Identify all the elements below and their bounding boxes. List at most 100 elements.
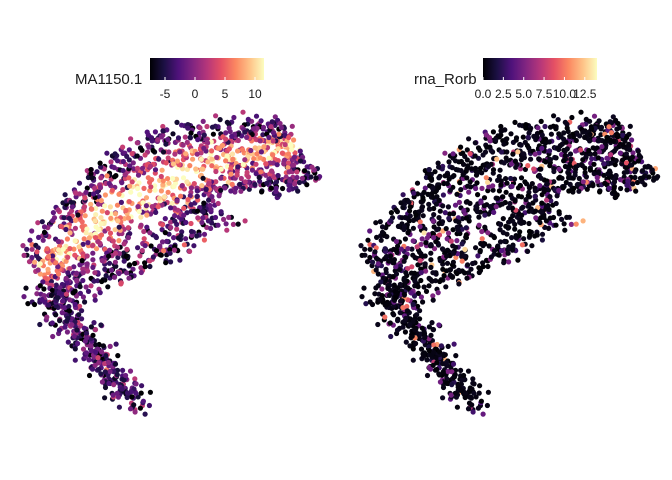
cell-point [457, 386, 463, 392]
cell-point [424, 235, 430, 241]
cell-point [256, 174, 262, 181]
cell-point [72, 346, 78, 352]
cell-point [449, 274, 456, 280]
cell-point [81, 236, 87, 242]
cell-point [167, 250, 173, 256]
cell-point [414, 244, 420, 250]
cell-point [452, 202, 459, 208]
cell-point [123, 207, 129, 214]
cell-point [55, 207, 61, 213]
cell-point [44, 246, 50, 252]
cell-point [88, 171, 94, 177]
cell-point [436, 215, 442, 221]
cell-point [420, 213, 426, 219]
cell-point [375, 271, 381, 277]
cell-point [201, 200, 207, 206]
cell-point [400, 192, 406, 198]
cell-point [71, 333, 77, 339]
cell-point [27, 237, 33, 243]
cell-point [257, 155, 263, 161]
cell-point [377, 296, 383, 303]
cell-point [465, 262, 471, 268]
cell-point [75, 340, 81, 347]
cell-point [403, 270, 409, 276]
cell-point [551, 113, 557, 119]
cell-point [516, 233, 522, 239]
cell-point [460, 172, 466, 178]
cell-point [111, 274, 118, 280]
cell-point [152, 167, 159, 173]
cell-point [462, 394, 468, 401]
cell-point [498, 178, 504, 184]
cell-point [142, 411, 148, 417]
cell-point [105, 284, 111, 290]
cell-point [613, 158, 619, 164]
cell-point [510, 218, 516, 224]
cell-point [193, 166, 199, 172]
cell-point [56, 327, 63, 333]
cell-point [269, 119, 275, 125]
cell-point [213, 168, 219, 175]
cell-point [150, 147, 156, 154]
cell-point [210, 131, 216, 137]
cell-point [274, 162, 280, 168]
cell-point [123, 253, 129, 259]
colorbar-rna-rorb [483, 58, 597, 80]
cell-point [89, 175, 95, 181]
cell-point [436, 322, 442, 328]
cell-point [76, 312, 82, 318]
cell-point [142, 152, 148, 158]
cell-point [129, 151, 135, 157]
cell-point [146, 402, 152, 409]
cell-point [147, 389, 153, 395]
cell-point [378, 279, 384, 285]
cell-point [515, 149, 521, 155]
cell-point [475, 253, 481, 259]
cell-point [562, 153, 568, 159]
cell-point [295, 188, 301, 194]
cell-point [99, 349, 105, 355]
cell-point [523, 197, 529, 203]
cell-point [620, 132, 626, 138]
cell-point [215, 200, 221, 207]
cell-point [562, 119, 568, 125]
cell-point [588, 126, 595, 132]
colorbar-ticks-rna-rorb: 0.0 2.5 5.0 7.5 10.012.5 [475, 77, 597, 101]
cell-point [251, 156, 257, 162]
cell-point [580, 179, 586, 185]
cell-point [253, 171, 259, 177]
cell-point [480, 152, 486, 158]
cell-point [526, 228, 533, 235]
cell-point [173, 176, 180, 182]
cell-point [567, 151, 574, 157]
cell-point [401, 291, 407, 297]
cell-point [519, 242, 526, 248]
cell-point [525, 163, 531, 169]
cell-point [547, 194, 553, 200]
cell-point [20, 243, 26, 249]
colorbar-tick-label: 2.5 [495, 87, 512, 101]
cell-point [449, 165, 455, 171]
cell-point [184, 179, 190, 185]
cell-point [428, 264, 434, 270]
cell-point [493, 204, 499, 210]
cell-point [96, 360, 102, 366]
cell-point [410, 301, 416, 307]
cell-point [539, 231, 546, 237]
cell-point [486, 184, 492, 190]
cell-point [413, 212, 419, 218]
cell-point [494, 195, 501, 201]
cell-point [512, 119, 518, 125]
cell-point [440, 384, 447, 391]
cell-point [388, 253, 394, 259]
cell-point [624, 169, 630, 175]
cell-point [480, 264, 486, 270]
cell-point [166, 149, 172, 155]
cell-point [79, 258, 85, 264]
cell-point [199, 166, 205, 172]
cell-point [115, 218, 121, 224]
cell-point [184, 139, 190, 145]
cell-point [421, 230, 427, 236]
cell-point [500, 216, 506, 222]
